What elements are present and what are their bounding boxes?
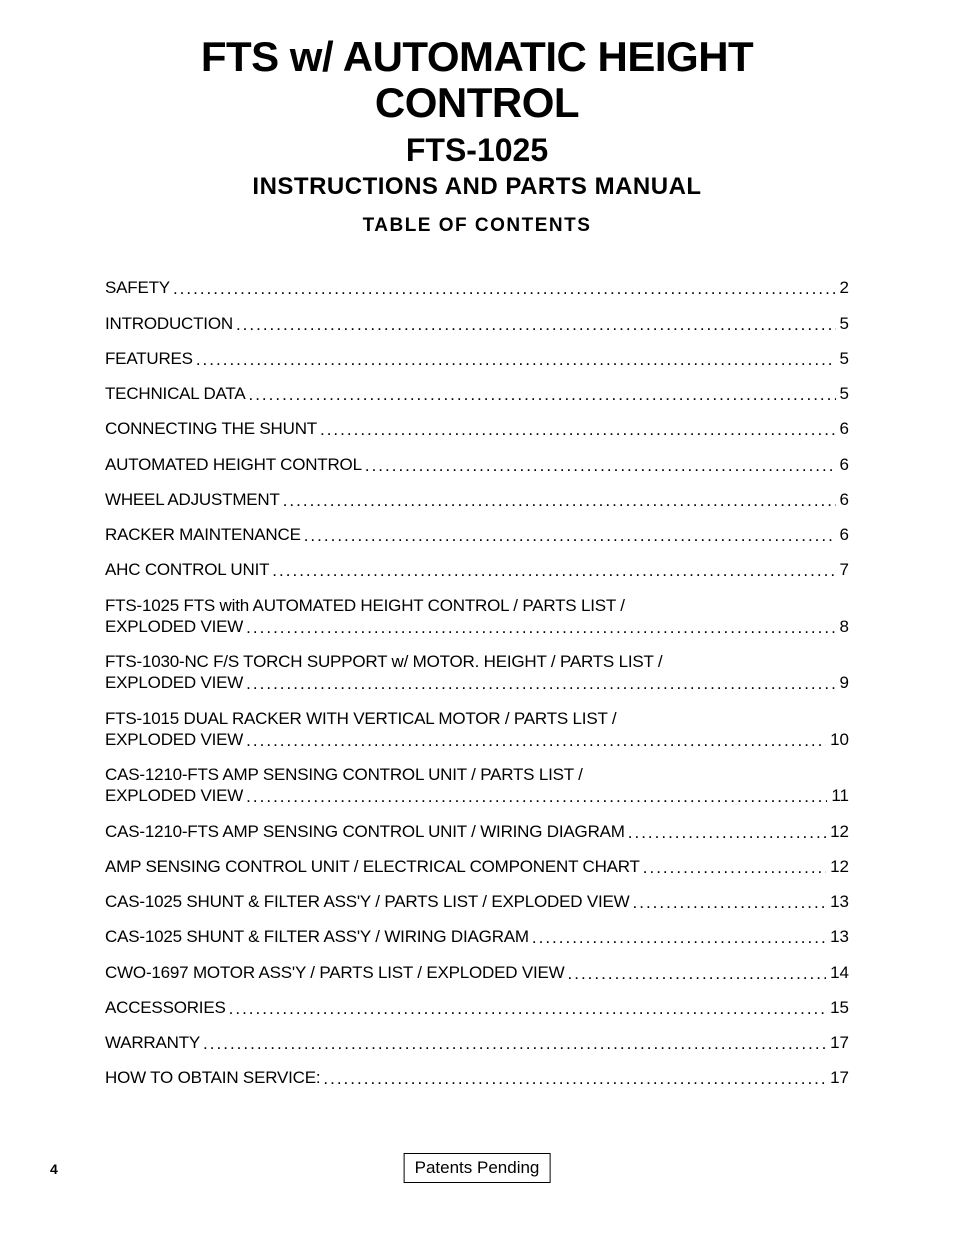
page-content: FTS w/ AUTOMATIC HEIGHT CONTROL FTS-1025… — [0, 0, 954, 1089]
toc-label-line1: FTS-1025 FTS with AUTOMATED HEIGHT CONTR… — [105, 595, 849, 616]
toc-item: TECHNICAL DATA 5 — [105, 383, 849, 404]
toc-leader-dots — [200, 1033, 826, 1054]
toc-page: 13 — [826, 891, 849, 912]
toc-label: WHEEL ADJUSTMENT — [105, 489, 280, 510]
toc-leader-dots — [625, 822, 826, 843]
toc-label: CAS-1025 SHUNT & FILTER ASS'Y / WIRING D… — [105, 926, 529, 947]
toc-page: 7 — [836, 559, 849, 580]
toc-label-line2: EXPLODED VIEW — [105, 672, 243, 693]
toc-leader-dots — [243, 730, 826, 751]
main-title-line-a: FTS w/ AUTOMATIC HEIGHT — [201, 33, 753, 80]
toc-leader-dots — [243, 786, 827, 807]
toc-item: HOW TO OBTAIN SERVICE: 17 — [105, 1067, 849, 1088]
toc-page: 5 — [836, 383, 849, 404]
toc-label-line2: EXPLODED VIEW — [105, 729, 243, 750]
model-number: FTS-1025 — [105, 132, 849, 169]
toc-page: 9 — [836, 672, 849, 693]
toc-item: RACKER MAINTENANCE 6 — [105, 524, 849, 545]
toc-label: CWO-1697 MOTOR ASS'Y / PARTS LIST / EXPL… — [105, 962, 565, 983]
toc-leader-dots — [193, 349, 836, 370]
toc-page: 6 — [836, 524, 849, 545]
toc-label: AMP SENSING CONTROL UNIT / ELECTRICAL CO… — [105, 856, 640, 877]
toc-leader-dots — [280, 490, 836, 511]
toc-label-line2: EXPLODED VIEW — [105, 785, 243, 806]
toc-page: 11 — [827, 785, 849, 806]
toc-page: 5 — [836, 348, 849, 369]
toc-item: FTS-1025 FTS with AUTOMATED HEIGHT CONTR… — [105, 595, 849, 638]
main-title-line-b: CONTROL — [375, 79, 579, 126]
toc-item: CAS-1210-FTS AMP SENSING CONTROL UNIT / … — [105, 764, 849, 807]
toc-item: CAS-1025 SHUNT & FILTER ASS'Y / WIRING D… — [105, 926, 849, 947]
toc-item: WARRANTY 17 — [105, 1032, 849, 1053]
toc-label: SAFETY — [105, 277, 170, 298]
toc-leader-dots — [317, 419, 836, 440]
toc-page: 5 — [836, 313, 849, 334]
toc-item: AUTOMATED HEIGHT CONTROL 6 — [105, 454, 849, 475]
toc-item: INTRODUCTION 5 — [105, 313, 849, 334]
toc-page: 17 — [826, 1067, 849, 1088]
toc-label-line1: CAS-1210-FTS AMP SENSING CONTROL UNIT / … — [105, 764, 849, 785]
toc-heading: TABLE OF CONTENTS — [105, 215, 849, 237]
toc-label: FEATURES — [105, 348, 193, 369]
toc-leader-dots — [243, 673, 835, 694]
toc-label-line1: FTS-1030-NC F/S TORCH SUPPORT w/ MOTOR. … — [105, 651, 849, 672]
toc-item: CONNECTING THE SHUNT 6 — [105, 418, 849, 439]
toc-label: TECHNICAL DATA — [105, 383, 245, 404]
toc-page: 6 — [836, 418, 849, 439]
toc-page: 12 — [826, 821, 849, 842]
toc-page: 2 — [836, 277, 849, 298]
toc-page: 6 — [836, 454, 849, 475]
toc-item: SAFETY 2 — [105, 277, 849, 298]
toc-label: WARRANTY — [105, 1032, 200, 1053]
toc-leader-dots — [243, 617, 835, 638]
toc-leader-dots — [245, 384, 835, 405]
toc-page: 17 — [826, 1032, 849, 1053]
toc-label: ACCESSORIES — [105, 997, 226, 1018]
toc-item: FEATURES 5 — [105, 348, 849, 369]
toc-page: 14 — [826, 962, 849, 983]
toc-label: AHC CONTROL UNIT — [105, 559, 269, 580]
toc-leader-dots — [233, 314, 836, 335]
toc-item: AHC CONTROL UNIT 7 — [105, 559, 849, 580]
toc-leader-dots — [269, 560, 835, 581]
toc-item: CAS-1210-FTS AMP SENSING CONTROL UNIT / … — [105, 821, 849, 842]
toc-label: RACKER MAINTENANCE — [105, 524, 301, 545]
toc-label: AUTOMATED HEIGHT CONTROL — [105, 454, 362, 475]
toc-leader-dots — [170, 278, 836, 299]
toc-label: CONNECTING THE SHUNT — [105, 418, 317, 439]
toc-label: INTRODUCTION — [105, 313, 233, 334]
patents-pending-box: Patents Pending — [404, 1153, 551, 1183]
toc-item: WHEEL ADJUSTMENT 6 — [105, 489, 849, 510]
toc-leader-dots — [301, 525, 836, 546]
toc-leader-dots — [226, 998, 826, 1019]
toc-label-line1: FTS-1015 DUAL RACKER WITH VERTICAL MOTOR… — [105, 708, 849, 729]
toc-page: 8 — [836, 616, 849, 637]
table-of-contents: SAFETY 2 INTRODUCTION 5 FEATURES 5 TECHN… — [105, 277, 849, 1088]
toc-leader-dots — [565, 963, 827, 984]
toc-leader-dots — [362, 455, 836, 476]
manual-subtitle: INSTRUCTIONS AND PARTS MANUAL — [105, 173, 849, 201]
toc-page: 13 — [826, 926, 849, 947]
toc-label-line2: EXPLODED VIEW — [105, 616, 243, 637]
toc-leader-dots — [630, 892, 827, 913]
footer-page-number: 4 — [50, 1161, 58, 1177]
toc-page: 15 — [826, 997, 849, 1018]
toc-item: FTS-1030-NC F/S TORCH SUPPORT w/ MOTOR. … — [105, 651, 849, 694]
toc-item: CWO-1697 MOTOR ASS'Y / PARTS LIST / EXPL… — [105, 962, 849, 983]
toc-label: CAS-1210-FTS AMP SENSING CONTROL UNIT / … — [105, 821, 625, 842]
toc-label: CAS-1025 SHUNT & FILTER ASS'Y / PARTS LI… — [105, 891, 630, 912]
toc-page: 12 — [826, 856, 849, 877]
toc-page: 6 — [836, 489, 849, 510]
main-title: FTS w/ AUTOMATIC HEIGHT CONTROL — [105, 34, 849, 126]
toc-item: AMP SENSING CONTROL UNIT / ELECTRICAL CO… — [105, 856, 849, 877]
toc-label: HOW TO OBTAIN SERVICE: — [105, 1067, 320, 1088]
toc-item: ACCESSORIES 15 — [105, 997, 849, 1018]
toc-leader-dots — [640, 857, 826, 878]
toc-leader-dots — [529, 927, 826, 948]
toc-page: 10 — [826, 729, 849, 750]
toc-item: CAS-1025 SHUNT & FILTER ASS'Y / PARTS LI… — [105, 891, 849, 912]
toc-leader-dots — [320, 1068, 826, 1089]
toc-item: FTS-1015 DUAL RACKER WITH VERTICAL MOTOR… — [105, 708, 849, 751]
